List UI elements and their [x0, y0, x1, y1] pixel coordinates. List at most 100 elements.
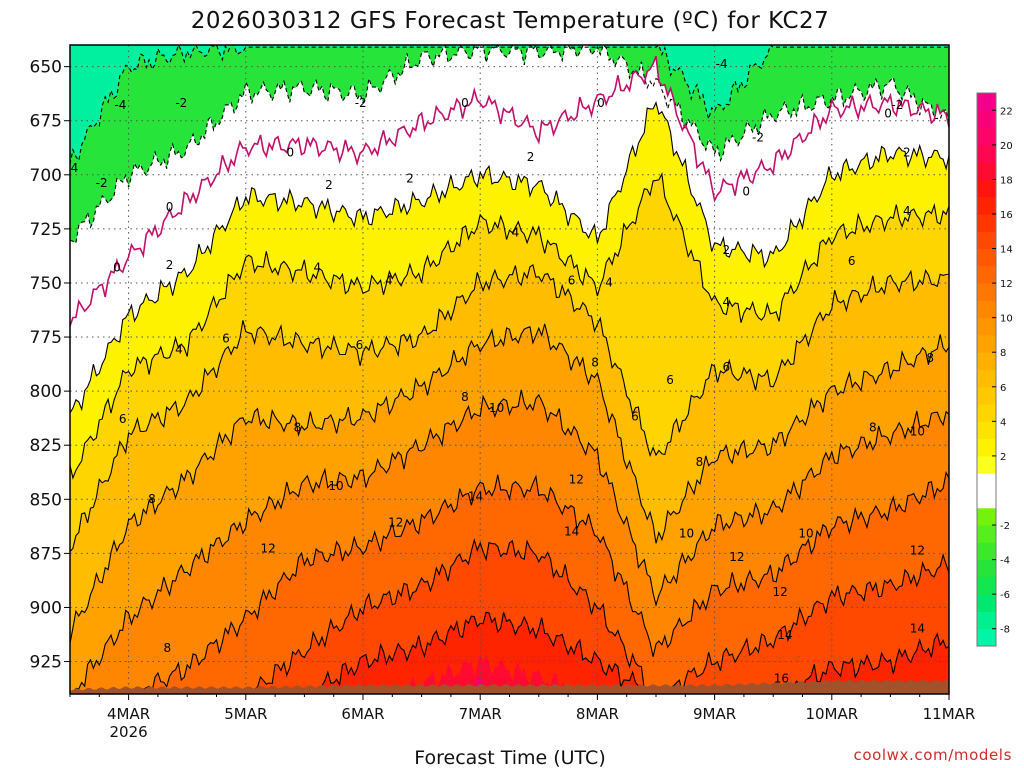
colorbar-swatch-5: [977, 386, 996, 405]
contour-label-27: 4: [175, 343, 183, 357]
ground-fill: [70, 679, 949, 694]
contour-label-42: 8: [148, 492, 156, 506]
colorbar-label-8: 8: [1000, 348, 1006, 359]
colorbar-swatch-9: [977, 317, 996, 336]
x-tick-label-10mar: 10MAR: [805, 705, 858, 723]
contour-label-52: 12: [729, 550, 744, 564]
contour-label-41: 8: [926, 351, 934, 365]
contour-label-40: 8: [869, 420, 877, 434]
x-tick-label-4mar: 4MAR: [107, 705, 150, 723]
colorbar-swatch--9: [977, 628, 996, 647]
x-tick-sublabel-4mar: 2026: [110, 723, 148, 741]
contour-label-43: 8: [163, 641, 171, 655]
contour-label-35: 6: [119, 412, 127, 426]
colorbar-label-4: 4: [1000, 417, 1006, 428]
contour-label-2: -4: [66, 161, 78, 175]
y-tick-label-850: 850: [30, 490, 62, 510]
colorbar-swatch--5: [977, 559, 996, 578]
contour-label-57: 14: [777, 628, 792, 642]
contour-label-5: -4: [716, 57, 728, 71]
contour-label-46: 10: [679, 526, 694, 540]
contour-label-6: -2: [752, 131, 764, 145]
contour-label-48: 10: [910, 425, 925, 439]
contour-label-33: 6: [722, 360, 730, 374]
contour-label-13: 0: [742, 185, 750, 199]
contour-label-49: 12: [260, 542, 275, 556]
contour-label-4: -2: [355, 96, 367, 110]
colorbar-swatch-2: [977, 438, 996, 457]
colorbar-swatch-15: [977, 214, 996, 232]
y-tick-label-725: 725: [30, 220, 62, 240]
colorbar-label--6: -6: [1000, 590, 1010, 601]
contour-line-6: [70, 264, 949, 552]
contour-label-26: 4: [903, 204, 911, 218]
colorbar-label--8: -8: [1000, 625, 1010, 636]
ground-surface: [70, 679, 949, 694]
contour-label-10: 0: [286, 146, 294, 160]
contour-label-31: 6: [666, 373, 674, 387]
contour-label-28: 6: [222, 332, 230, 346]
contour-line--4: [70, 45, 949, 165]
contour-label-29: 6: [356, 338, 364, 352]
contour-label-58: 14: [910, 622, 925, 636]
contour-label-25: 4: [722, 295, 730, 309]
colorbar-swatch-22: [977, 93, 996, 111]
contour-line-2: [70, 100, 949, 414]
colorbar-swatch-7: [977, 352, 996, 370]
contour-label-3: -2: [96, 176, 108, 190]
contour-label-37: 8: [461, 390, 469, 404]
colorbar-swatch-14: [977, 231, 996, 250]
y-tick-label-900: 900: [30, 598, 62, 618]
colorbar-swatch--4: [977, 542, 996, 561]
contour-label-45: 10: [489, 401, 504, 415]
contour-label-47: 10: [798, 526, 813, 540]
band-above-18c: [70, 654, 949, 694]
contour-line-0: [70, 55, 949, 327]
contour-label-34: 6: [848, 254, 856, 268]
y-tick-label-925: 925: [30, 653, 62, 673]
contour-label-11: 0: [461, 96, 469, 110]
contour-line-8: [70, 323, 949, 644]
colorbar-label-6: 6: [1000, 383, 1006, 394]
contour-label-56: 14: [564, 524, 579, 538]
contour-label-32: 6: [631, 410, 639, 424]
colorbar-swatch--6: [977, 576, 996, 595]
colorbar-label-14: 14: [1000, 245, 1013, 256]
y-tick-label-675: 675: [30, 112, 62, 132]
contour-lines: [70, 45, 949, 694]
colorbar-swatch-21: [977, 110, 996, 129]
colorbar-swatch-8: [977, 334, 996, 353]
y-tick-label-775: 775: [30, 328, 62, 348]
colorbar-label--4: -4: [1000, 556, 1010, 567]
x-tick-label-7mar: 7MAR: [459, 705, 502, 723]
colorbar-label--2: -2: [1000, 521, 1010, 532]
temperature-fill-bands: [70, 45, 949, 694]
contour-label-0: -4: [114, 98, 126, 112]
colorbar-label-10: 10: [1000, 314, 1013, 325]
y-tick-label-800: 800: [30, 382, 62, 402]
credit-link[interactable]: coolwx.com/models: [854, 746, 1013, 764]
colorbar-swatch-16: [977, 196, 996, 215]
contour-label-7: -2: [891, 98, 903, 112]
contour-label-39: 8: [696, 455, 704, 469]
colorbar-swatch-4: [977, 404, 996, 422]
colorbar-swatch--1: [977, 490, 996, 509]
colorbar-swatch--2: [977, 507, 996, 526]
colorbar-label-18: 18: [1000, 175, 1013, 186]
colorbar-swatch--8: [977, 611, 996, 630]
colorbar-swatch-20: [977, 127, 996, 146]
y-tick-label-825: 825: [30, 436, 62, 456]
contour-label-24: 4: [605, 276, 613, 290]
contour-label-15: 2: [166, 258, 174, 272]
y-axis: 650 675 700 725 750 775 800 825 850 875 900 925: [30, 58, 70, 673]
contour-label-12: 0: [597, 96, 605, 110]
contour-label-51: 12: [569, 472, 584, 486]
x-tick-label-11mar: 11MAR: [923, 705, 976, 723]
x-tick-label-8mar: 8MAR: [576, 705, 619, 723]
x-axis-label: Forecast Time (UTC): [414, 747, 605, 768]
contour-line-10: [70, 389, 949, 694]
contour-label-36: 8: [294, 420, 302, 434]
colorbar-swatch-18: [977, 162, 996, 180]
